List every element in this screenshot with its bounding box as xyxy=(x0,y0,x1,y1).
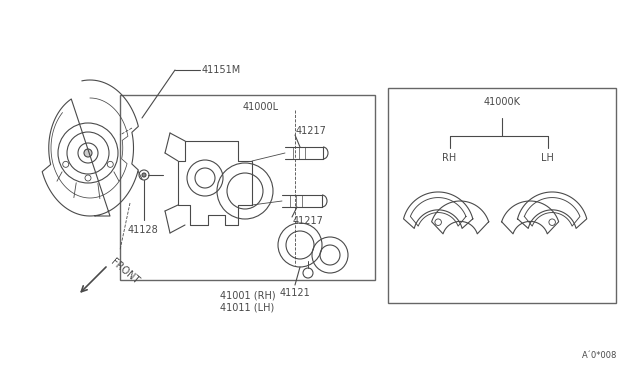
Text: 41217: 41217 xyxy=(296,126,327,136)
Text: 41000K: 41000K xyxy=(483,97,520,107)
Text: 41001 (RH): 41001 (RH) xyxy=(220,291,275,301)
Text: A´0*008: A´0*008 xyxy=(582,352,618,360)
Text: 41128: 41128 xyxy=(128,225,159,235)
Bar xyxy=(388,88,616,303)
Text: 41217: 41217 xyxy=(293,216,324,226)
Text: FRONT: FRONT xyxy=(109,257,141,286)
Circle shape xyxy=(142,173,146,177)
Text: 41000L: 41000L xyxy=(242,102,278,112)
Text: LH: LH xyxy=(541,153,554,163)
Text: RH: RH xyxy=(442,153,457,163)
Bar xyxy=(120,95,375,280)
Text: 41011 (LH): 41011 (LH) xyxy=(220,303,275,313)
Circle shape xyxy=(84,149,92,157)
Text: 41121: 41121 xyxy=(280,288,311,298)
Text: 41151M: 41151M xyxy=(202,65,241,75)
